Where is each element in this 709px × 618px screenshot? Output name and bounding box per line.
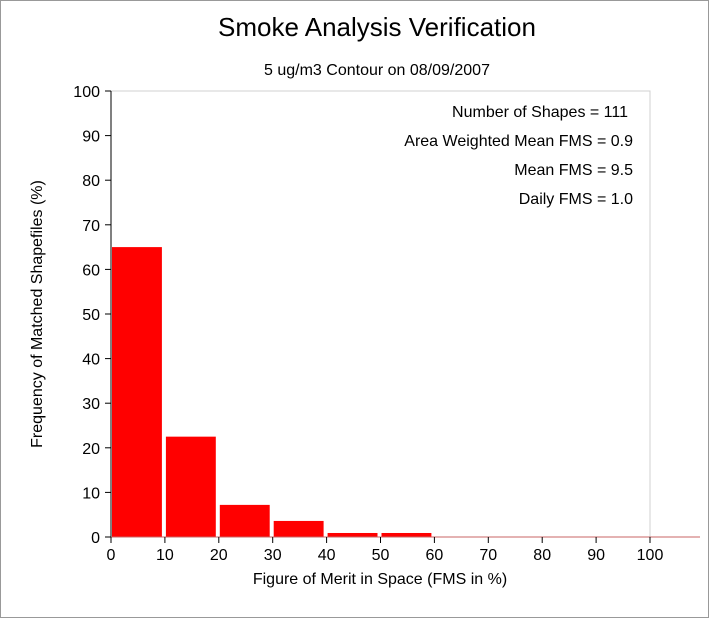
y-tick-label-100: 100	[73, 84, 100, 101]
y-tick-label-90: 90	[82, 129, 100, 146]
y-tick-label-10: 10	[82, 485, 100, 502]
y-tick-label-60: 60	[82, 262, 100, 279]
y-axis-label: Frequency of Matched Shapefiles (%)	[29, 180, 46, 448]
x-tick-label-100: 100	[637, 547, 664, 564]
annotation-area-weighted-mean-fms: Area Weighted Mean FMS = 0.9	[404, 133, 633, 150]
bar-0-10	[112, 247, 162, 537]
y-tick-label-40: 40	[82, 352, 100, 369]
annotation-daily-fms: Daily FMS = 1.0	[519, 191, 633, 208]
x-tick-label-50: 50	[372, 547, 390, 564]
x-tick-label-30: 30	[264, 547, 282, 564]
x-axis-label: Figure of Merit in Space (FMS in %)	[253, 571, 507, 588]
x-tick-label-70: 70	[479, 547, 497, 564]
x-tick-label-0: 0	[107, 547, 116, 564]
x-tick-label-40: 40	[318, 547, 336, 564]
bar-40-50	[327, 532, 378, 537]
y-tick-label-30: 30	[82, 396, 100, 413]
stats-annotations: Number of Shapes = 111 Area Weighted Mea…	[404, 104, 633, 208]
x-tick-label-90: 90	[587, 547, 605, 564]
bar-50-60	[381, 532, 432, 537]
y-ticks-group: 0 10 20 30 40 50 60 70 80 90 100	[73, 84, 111, 547]
y-tick-label-20: 20	[82, 441, 100, 458]
chart-title: Smoke Analysis Verification	[218, 12, 536, 42]
bar-20-30	[219, 504, 270, 537]
x-tick-label-10: 10	[156, 547, 174, 564]
annotation-number-of-shapes: Number of Shapes = 111	[452, 104, 628, 121]
y-tick-label-50: 50	[82, 307, 100, 324]
bar-30-40	[273, 520, 324, 537]
bars-group	[112, 247, 432, 537]
x-tick-label-60: 60	[426, 547, 444, 564]
x-ticks-group: 0 10 20 30 40 50 60 70 80 90 100	[107, 537, 664, 564]
y-tick-label-0: 0	[91, 530, 100, 547]
y-tick-label-70: 70	[82, 218, 100, 235]
x-tick-label-20: 20	[210, 547, 228, 564]
bar-10-20	[165, 436, 216, 537]
chart-subtitle: 5 ug/m3 Contour on 08/09/2007	[264, 62, 490, 79]
annotation-mean-fms: Mean FMS = 9.5	[514, 162, 633, 179]
x-tick-label-80: 80	[533, 547, 551, 564]
y-tick-label-80: 80	[82, 173, 100, 190]
